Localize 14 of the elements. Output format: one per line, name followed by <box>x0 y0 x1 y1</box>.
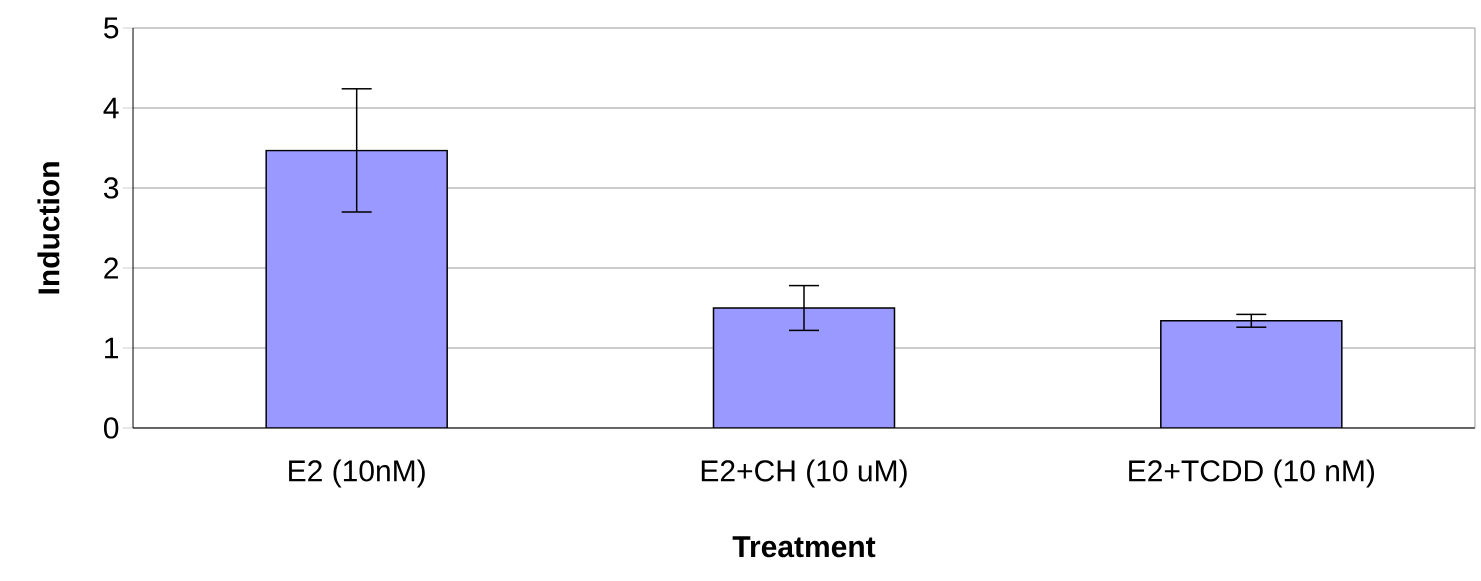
x-axis-title: Treatment <box>732 536 876 558</box>
bar <box>712 307 896 428</box>
y-tick-label: 0 <box>103 417 119 439</box>
bar <box>265 149 448 428</box>
y-tick-label: 4 <box>103 97 119 119</box>
y-tick-label: 2 <box>104 257 118 279</box>
x-tick-label: E2+CH (10 uM) <box>701 459 907 488</box>
x-tick-label: E2+TCDD (10 nM) <box>1129 459 1375 488</box>
y-axis-title: Induction <box>37 162 60 294</box>
y-tick-label: 1 <box>105 337 119 359</box>
x-tick-label: E2 (10nM) <box>289 459 425 488</box>
y-tick-label: 3 <box>103 177 119 199</box>
y-tick-label: 5 <box>104 17 119 39</box>
bar <box>1160 320 1343 428</box>
